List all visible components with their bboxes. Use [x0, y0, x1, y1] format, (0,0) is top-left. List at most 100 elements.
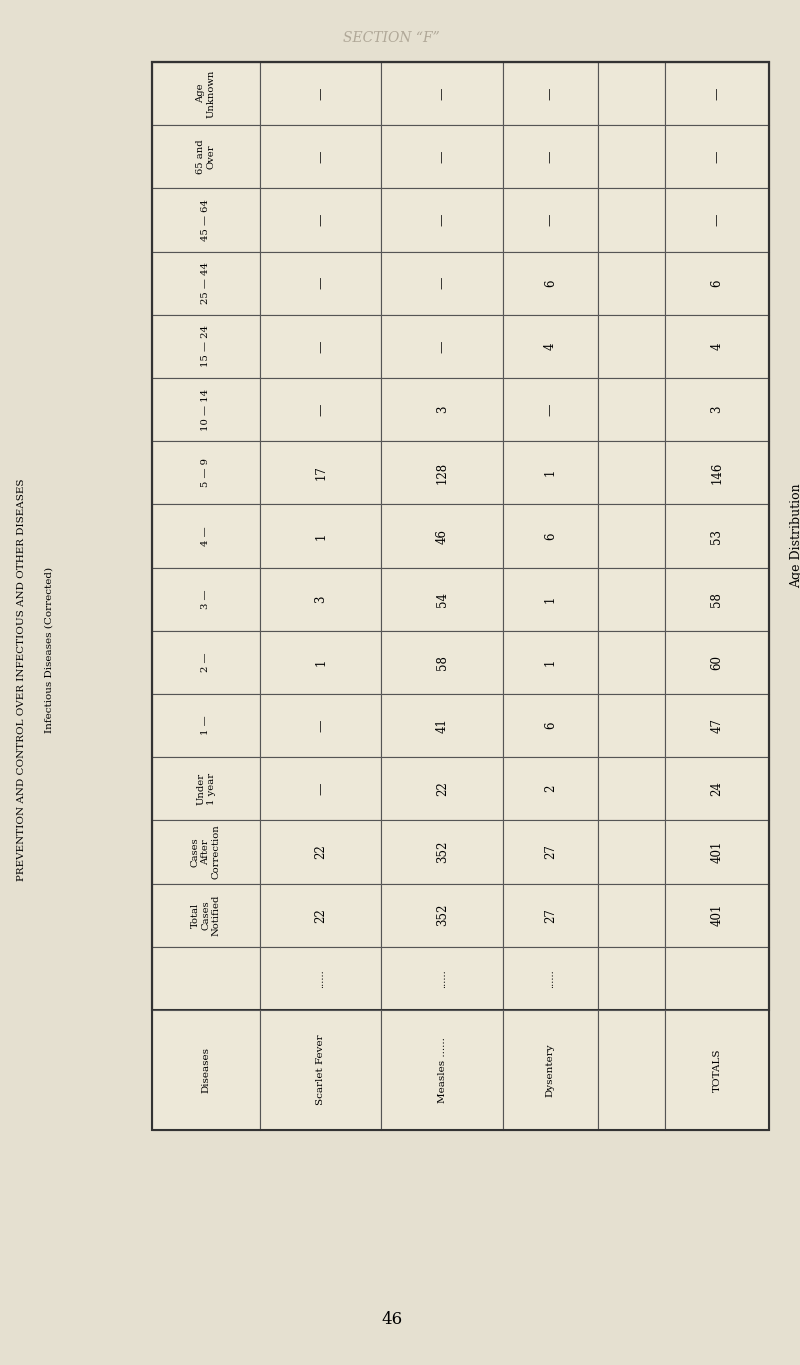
Text: Scarlet Fever: Scarlet Fever	[316, 1035, 325, 1106]
Bar	[152, 315, 260, 378]
Bar	[382, 378, 503, 441]
Text: ......: ......	[438, 969, 446, 988]
Bar	[598, 947, 665, 1010]
Text: 3: 3	[710, 405, 723, 414]
Bar	[503, 315, 598, 378]
Text: —: —	[314, 150, 327, 162]
Bar	[152, 61, 260, 126]
Text: TOTALS: TOTALS	[713, 1048, 722, 1092]
Bar	[665, 61, 769, 126]
Text: Measles ......: Measles ......	[438, 1037, 446, 1103]
Bar	[598, 188, 665, 251]
Bar	[260, 568, 382, 631]
Bar	[503, 693, 598, 758]
Bar	[598, 883, 665, 947]
Bar	[152, 61, 769, 1010]
Text: —: —	[436, 214, 449, 227]
Bar	[665, 378, 769, 441]
Bar	[152, 883, 260, 947]
Bar	[503, 126, 598, 188]
Bar	[260, 820, 382, 883]
Bar	[503, 947, 598, 1010]
Text: 3: 3	[314, 595, 327, 603]
Bar	[260, 251, 382, 315]
Bar	[260, 883, 382, 947]
Text: 128: 128	[436, 461, 449, 483]
Bar	[152, 505, 260, 568]
Bar	[152, 251, 260, 315]
Bar	[503, 1010, 598, 1130]
Bar	[598, 251, 665, 315]
Bar	[382, 251, 503, 315]
Bar	[260, 1010, 382, 1130]
Bar	[152, 568, 260, 631]
Text: —: —	[314, 403, 327, 416]
Text: 22: 22	[436, 781, 449, 796]
Bar	[260, 315, 382, 378]
Text: —: —	[710, 214, 723, 227]
Text: 6: 6	[544, 722, 557, 729]
Bar	[152, 61, 769, 1130]
Text: 54: 54	[436, 591, 449, 606]
Bar	[503, 188, 598, 251]
Text: SECTION “F”: SECTION “F”	[343, 31, 440, 45]
Text: 58: 58	[710, 592, 723, 606]
Bar	[598, 315, 665, 378]
Text: 352: 352	[436, 904, 449, 927]
Bar	[598, 1010, 665, 1130]
Text: 3 —: 3 —	[202, 590, 210, 609]
Bar	[260, 378, 382, 441]
Bar	[598, 631, 665, 693]
Text: 2 —: 2 —	[202, 652, 210, 672]
Bar	[260, 693, 382, 758]
Text: ......: ......	[316, 969, 325, 988]
Text: 6: 6	[544, 280, 557, 287]
Bar	[152, 188, 260, 251]
Text: 41: 41	[436, 718, 449, 733]
Text: 46: 46	[436, 528, 449, 543]
Text: 401: 401	[710, 841, 723, 863]
Bar	[503, 61, 598, 126]
Bar	[665, 315, 769, 378]
Text: Dysentery: Dysentery	[546, 1043, 555, 1097]
Text: 27: 27	[544, 908, 557, 923]
Bar	[503, 568, 598, 631]
Bar	[260, 947, 382, 1010]
Text: 60: 60	[710, 655, 723, 670]
Bar	[665, 631, 769, 693]
Text: 1: 1	[314, 659, 327, 666]
Bar	[598, 568, 665, 631]
Text: 27: 27	[544, 845, 557, 860]
Bar	[382, 947, 503, 1010]
Bar	[665, 126, 769, 188]
Bar	[598, 505, 665, 568]
Text: Diseases: Diseases	[202, 1047, 210, 1093]
Bar	[503, 820, 598, 883]
Text: —: —	[314, 340, 327, 352]
Bar	[503, 505, 598, 568]
Bar	[152, 947, 260, 1010]
Text: —: —	[710, 150, 723, 162]
Text: 4 —: 4 —	[202, 526, 210, 546]
Text: 5 — 9: 5 — 9	[202, 459, 210, 487]
Bar	[503, 441, 598, 505]
Text: 4: 4	[544, 343, 557, 351]
Bar	[152, 441, 260, 505]
Text: —: —	[436, 87, 449, 100]
Bar	[665, 1010, 769, 1130]
Bar	[152, 631, 260, 693]
Bar	[382, 758, 503, 820]
Text: 65 and
Over: 65 and Over	[196, 139, 215, 175]
Bar	[665, 188, 769, 251]
Text: Under
1 year: Under 1 year	[196, 773, 215, 805]
Text: 1: 1	[544, 595, 557, 603]
Text: 6: 6	[710, 280, 723, 287]
Text: —: —	[314, 719, 327, 732]
Bar	[260, 126, 382, 188]
Bar	[665, 251, 769, 315]
Bar	[152, 378, 260, 441]
Bar	[382, 631, 503, 693]
Bar	[598, 820, 665, 883]
Bar	[665, 758, 769, 820]
Bar	[382, 441, 503, 505]
